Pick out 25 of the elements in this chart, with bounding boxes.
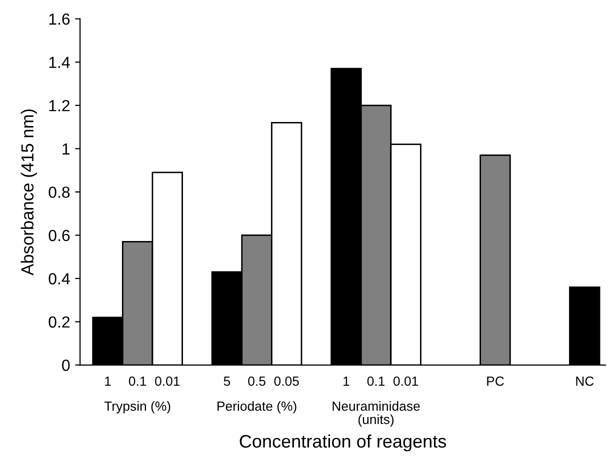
- x-tick-label: PC: [487, 376, 504, 386]
- y-tick-label: 0.4: [48, 273, 70, 284]
- y-tick-label: 0: [62, 360, 70, 371]
- x-tick-label: 5: [224, 376, 230, 386]
- x-tick-label: 0.01: [393, 376, 418, 386]
- x-tick-label: 0.05: [274, 376, 299, 386]
- x-tick-label: 1: [105, 376, 111, 386]
- y-tick-label: 0.2: [48, 316, 70, 328]
- x-tick-label: 0.1: [128, 376, 146, 386]
- y-tick-label: 1.2: [49, 100, 70, 112]
- y-tick-label: 1.4: [49, 56, 70, 68]
- y-axis-title: Absorbance (415 nm): [20, 110, 37, 276]
- x-tick-label: 0.5: [248, 376, 266, 386]
- text: Trypsin (%): [104, 401, 170, 414]
- x-tick-label: 0.01: [155, 376, 180, 386]
- x-tick-label: NC: [576, 376, 594, 386]
- y-tick-label: 1.6: [49, 13, 70, 25]
- x-axis-title: Concentration of reagents: [240, 434, 446, 452]
- y-tick-label: 0.6: [48, 230, 70, 242]
- y-tick-label: 0.8: [48, 186, 70, 198]
- x-tick-label: 1: [344, 376, 350, 386]
- y-tick-label: 1: [62, 143, 70, 154]
- text: Neuraminidase (units): [332, 401, 420, 427]
- text: Periodate (%): [218, 401, 296, 414]
- x-tick-label: 0.1: [367, 376, 385, 386]
